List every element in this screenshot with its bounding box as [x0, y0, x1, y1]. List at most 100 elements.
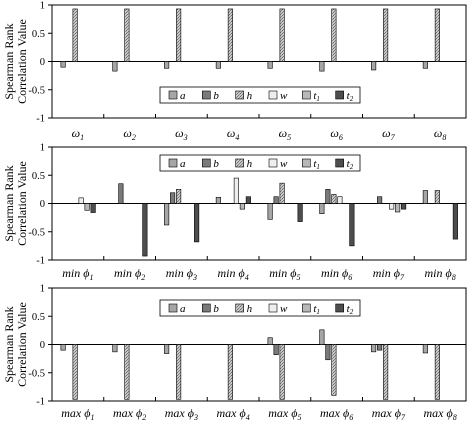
legend-swatch — [235, 90, 244, 100]
bar-series-6-cat-3 — [194, 203, 200, 243]
bar-series-3-cat-2 — [124, 344, 130, 400]
bar-series-3-cat-8 — [434, 190, 440, 204]
legend: a b h w t1 t2 — [159, 154, 361, 172]
y-axis-label-line2: Correlation Value — [15, 19, 29, 104]
legend-swatch — [168, 90, 178, 100]
category-label: max ϕ3 — [165, 406, 198, 421]
category-label: min ϕ8 — [425, 266, 456, 282]
bar-series-3-cat-8 — [434, 8, 440, 62]
legend-swatch — [268, 158, 278, 168]
bar-series-3-cat-1 — [72, 344, 78, 400]
legend-label: t2 — [347, 90, 354, 103]
bar-series-1-cat-3 — [164, 61, 170, 69]
legend-swatch — [302, 90, 311, 100]
category-label: min ϕ5 — [269, 266, 300, 282]
legend-label: t1 — [313, 158, 320, 171]
category-label: max ϕ7 — [372, 406, 406, 421]
bar-series-1-cat-4 — [215, 196, 221, 204]
bar-series-6-cat-1 — [90, 203, 96, 213]
bar-series-3-cat-1 — [72, 8, 78, 62]
category-label: ω8 — [434, 126, 446, 142]
legend-box — [159, 154, 361, 172]
bar-series-6-cat-5 — [297, 203, 303, 222]
bar-series-3-cat-7 — [383, 344, 389, 400]
bar-series-3-cat-5 — [279, 344, 285, 400]
bar-series-5-cat-7 — [395, 203, 401, 213]
bar-series-5-cat-4 — [239, 203, 245, 210]
legend-label: a — [180, 303, 186, 315]
legend-swatch — [235, 303, 244, 313]
legend-swatch — [268, 90, 278, 100]
category-label: max ϕ5 — [268, 406, 301, 421]
y-tick-label: 0.5 — [32, 171, 45, 182]
legend-swatch — [168, 158, 178, 168]
bar-series-1-cat-3 — [164, 344, 170, 354]
bar-series-4-cat-1 — [78, 197, 84, 204]
bar-series-1-cat-2 — [112, 344, 118, 353]
legend-label: t1 — [313, 303, 320, 316]
category-label: min ϕ4 — [218, 266, 249, 282]
bar-series-1-cat-6 — [319, 329, 325, 345]
legend-swatch — [235, 158, 244, 168]
bar-series-1-cat-6 — [319, 203, 325, 214]
bar-series-1-cat-3 — [164, 203, 170, 226]
legend-label: a — [180, 158, 186, 170]
bar-series-2-cat-6 — [325, 344, 331, 361]
y-axis-label-line1: Spearman Rank — [2, 306, 16, 382]
panel-3: 1 0.5 0 -0.5 -1 Spearman RankCorrelation Valu… — [2, 284, 467, 421]
bar-series-3-cat-6 — [331, 194, 337, 204]
y-axis-label: Spearman RankCorrelation Value — [2, 161, 29, 246]
bar-series-3-cat-5 — [279, 182, 285, 204]
y-tick-label: -1 — [36, 256, 45, 267]
bar-series-6-cat-7 — [401, 203, 407, 210]
legend-swatch — [202, 158, 211, 168]
y-tick-label: -1 — [36, 397, 45, 408]
bar-series-3-cat-2 — [124, 8, 130, 62]
y-tick-label: -0.5 — [28, 368, 45, 379]
bar-series-1-cat-1 — [60, 61, 66, 68]
legend-box — [159, 299, 361, 317]
bar-series-2-cat-2 — [118, 183, 124, 204]
category-label: max ϕ1 — [61, 406, 94, 421]
bar-series-3-cat-3 — [176, 344, 182, 400]
legend-swatch — [202, 303, 211, 313]
legend-swatch — [335, 158, 344, 168]
y-axis-label: Spearman RankCorrelation Value — [2, 302, 29, 387]
category-label: max ϕ4 — [217, 406, 250, 421]
legend-label: t2 — [347, 303, 354, 316]
legend-swatch — [335, 90, 344, 100]
panel-2: 1 0.5 0 -0.5 -1 Spearman RankCorrelation Valu… — [2, 143, 467, 282]
y-tick-label: 0.5 — [32, 29, 45, 40]
legend-label: w — [280, 303, 288, 315]
legend: a b h w t1 t2 — [159, 299, 361, 317]
y-tick-label: 0 — [40, 199, 45, 210]
bar-series-1-cat-6 — [319, 61, 325, 72]
category-label: ω3 — [175, 126, 187, 142]
legend-label: t2 — [347, 158, 354, 171]
y-tick-label: 1 — [40, 143, 45, 154]
y-axis-label-line1: Spearman Rank — [2, 165, 16, 241]
bar-series-4-cat-4 — [233, 177, 239, 204]
y-tick-label: -0.5 — [28, 227, 45, 238]
bar-series-3-cat-5 — [279, 8, 285, 62]
bar-series-2-cat-6 — [325, 189, 331, 204]
category-label: max ϕ6 — [320, 406, 353, 421]
y-axis-label-line2: Correlation Value — [15, 302, 29, 387]
category-label: ω7 — [382, 126, 395, 142]
bar-series-6-cat-4 — [245, 196, 251, 204]
bar-series-5-cat-1 — [84, 203, 90, 211]
category-label: ω4 — [227, 126, 239, 142]
legend-swatch — [268, 303, 278, 313]
bar-series-3-cat-4 — [227, 8, 233, 62]
category-label: ω5 — [279, 126, 291, 142]
legend-label: w — [280, 90, 288, 102]
legend-swatch — [302, 158, 311, 168]
bar-series-1-cat-8 — [422, 344, 428, 354]
bar-series-1-cat-8 — [422, 61, 428, 69]
legend-label: t1 — [313, 90, 320, 103]
legend: a b h w t1 t2 — [159, 86, 361, 104]
bar-series-1-cat-5 — [267, 337, 273, 345]
bar-series-1-cat-7 — [371, 61, 377, 71]
legend-label: a — [180, 90, 186, 102]
